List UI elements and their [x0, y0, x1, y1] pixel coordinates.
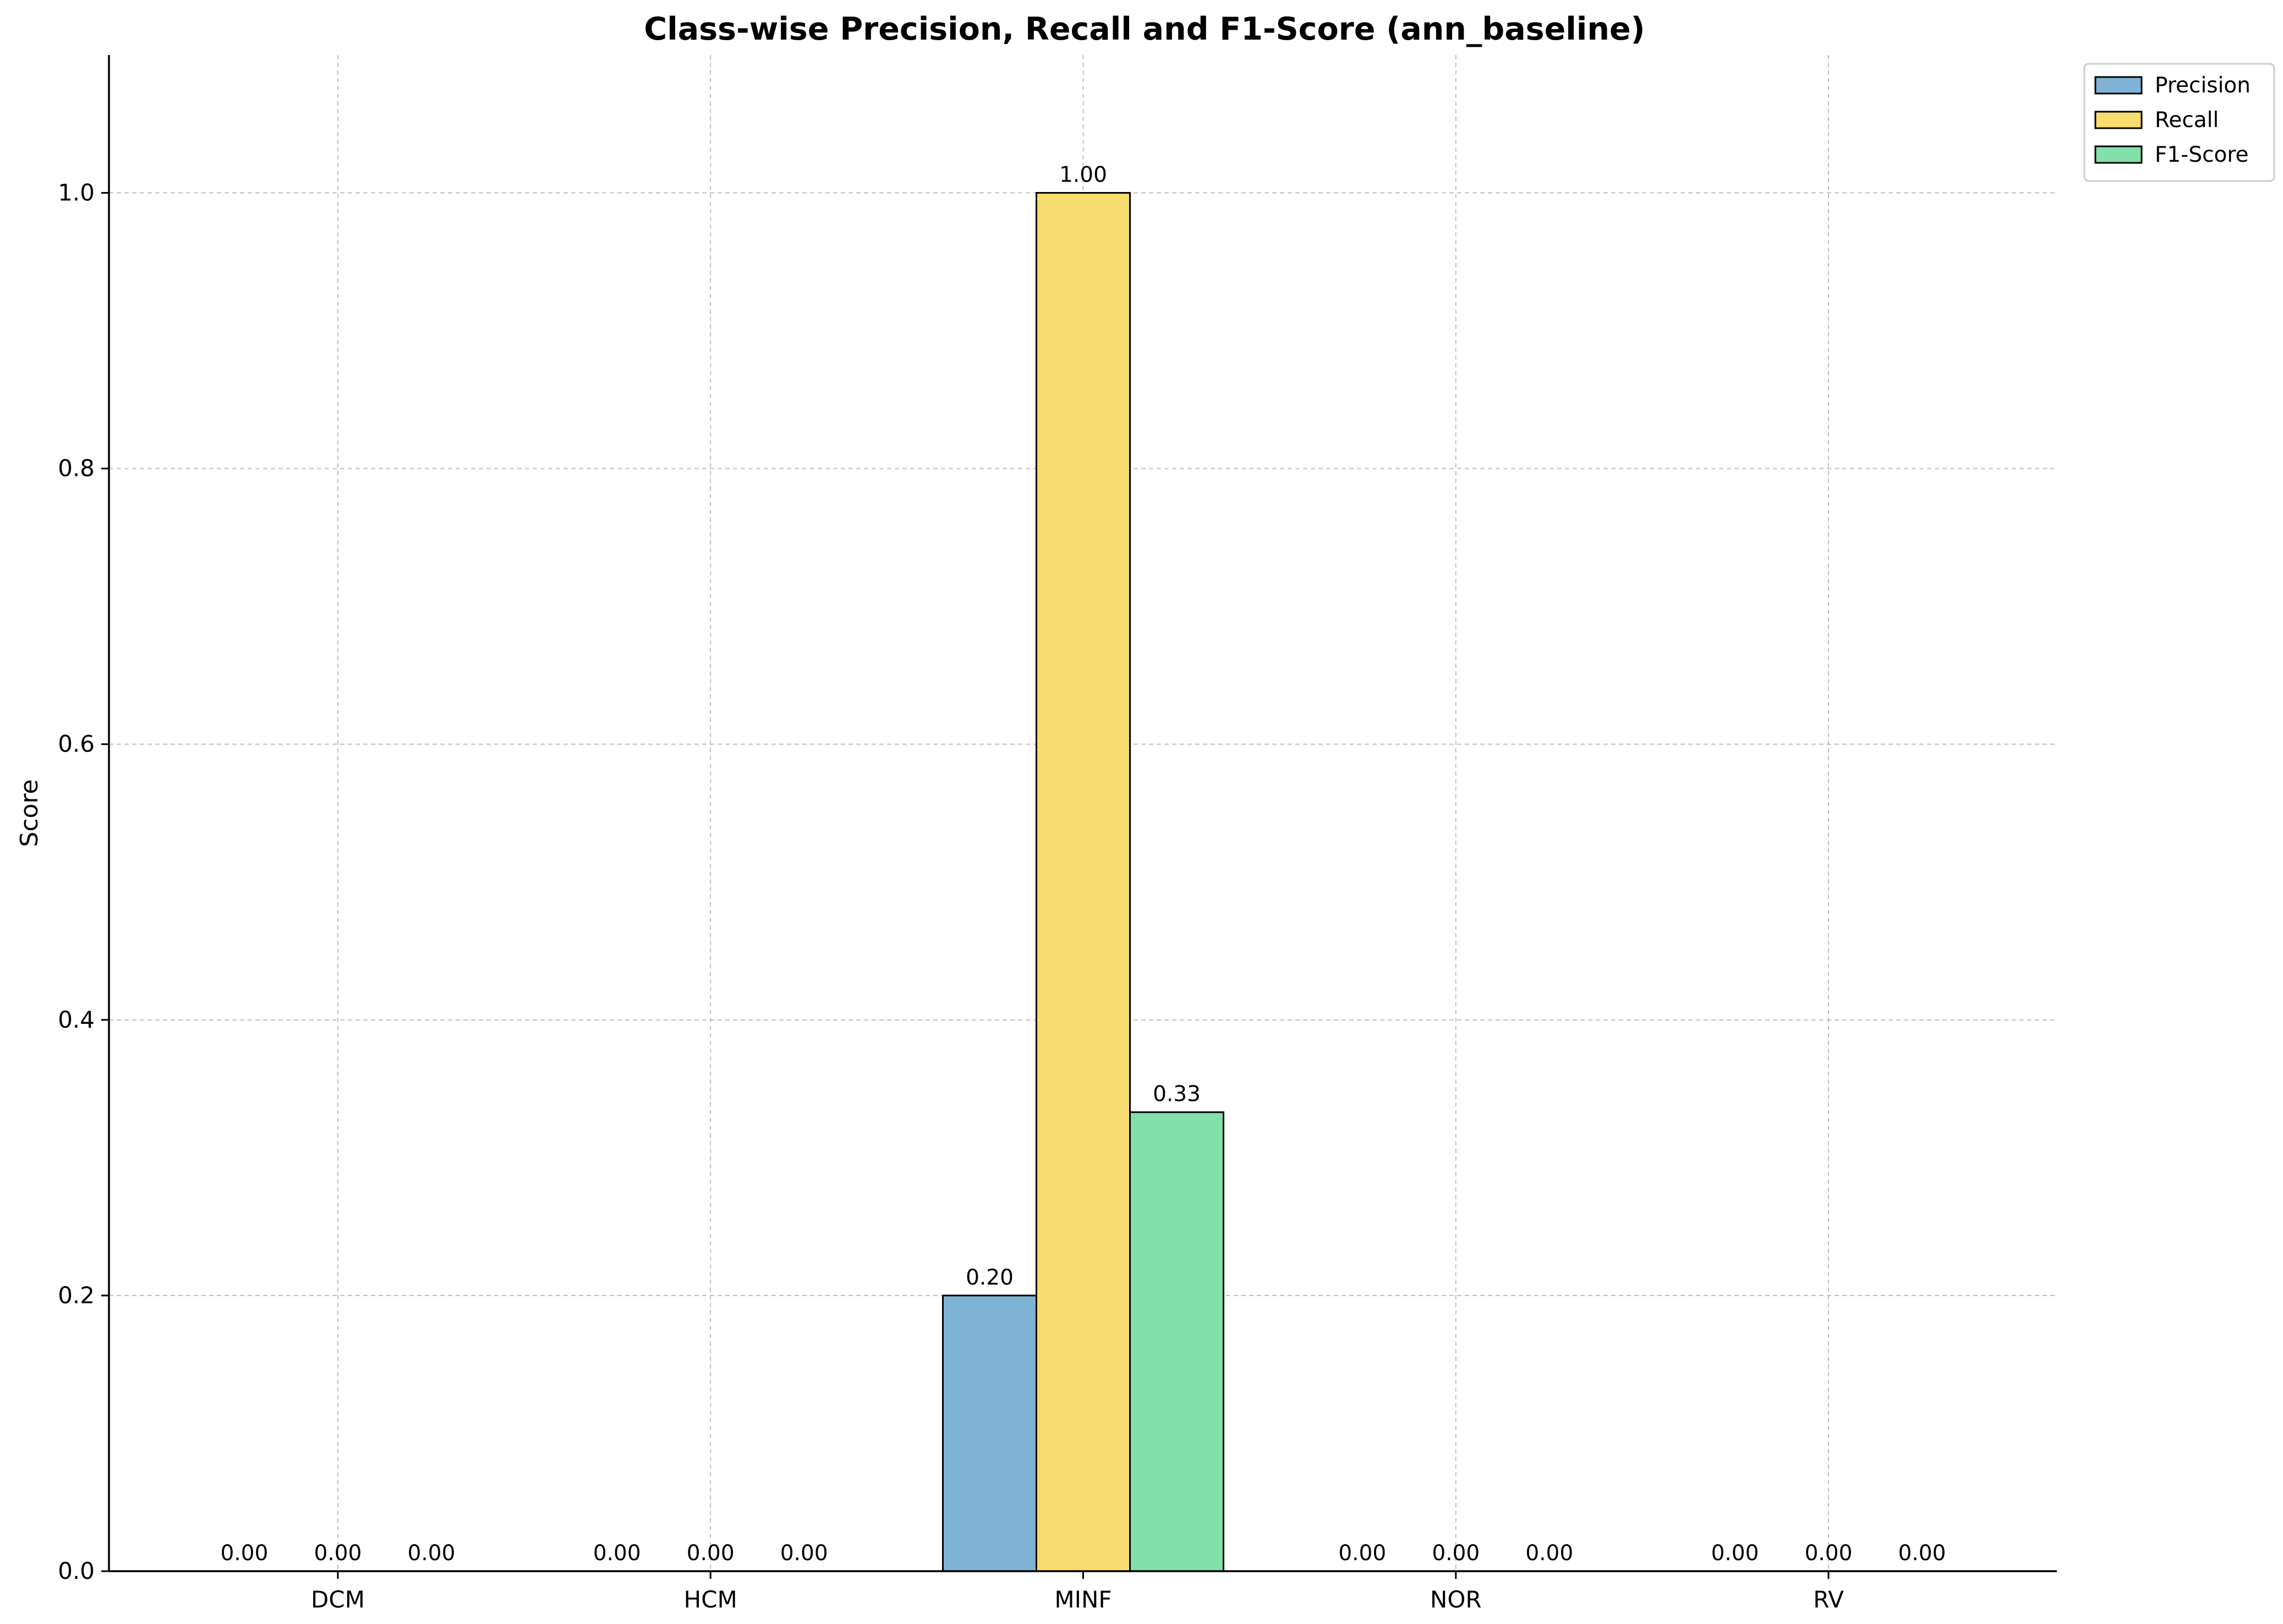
- y-tick-label: 0.0: [58, 1557, 95, 1584]
- value-label: 0.00: [1432, 1541, 1480, 1566]
- legend-swatch: [2094, 145, 2143, 164]
- value-labels: 0.00 0.00 0.20 0.00 0.00 0.00 0.00 1.00 0.00 0.00…: [221, 163, 1946, 1566]
- value-label: 1.00: [1059, 163, 1107, 188]
- value-label: 0.20: [966, 1265, 1014, 1290]
- value-label: 0.00: [687, 1541, 735, 1566]
- value-label: 0.00: [593, 1541, 641, 1566]
- value-label: 0.00: [1898, 1541, 1946, 1566]
- x-tick-label: DCM: [311, 1586, 365, 1613]
- y-tick-label: 0.2: [58, 1282, 95, 1309]
- value-label: 0.00: [1525, 1541, 1573, 1566]
- legend: Precision Recall F1-Score: [2083, 63, 2275, 182]
- bar-f1-score-minf: [1129, 1111, 1224, 1572]
- chart-title: Class-wise Precision, Recall and F1-Scor…: [644, 11, 1645, 47]
- axes: 0.0 0.2 0.4 0.6 0.8 1.0 DCM HCM MINF NOR RV: [58, 55, 2057, 1613]
- bar-recall-minf: [1036, 192, 1131, 1572]
- value-label: 0.00: [1805, 1541, 1853, 1566]
- x-tick-label: MINF: [1054, 1586, 1112, 1613]
- bars: [942, 192, 1224, 1572]
- y-tick-label: 0.4: [58, 1006, 95, 1033]
- legend-label: F1-Score: [2155, 142, 2249, 167]
- value-label: 0.00: [408, 1541, 456, 1566]
- legend-label: Precision: [2155, 73, 2251, 98]
- legend-swatch: [2094, 111, 2143, 129]
- x-tick-label: NOR: [1430, 1586, 1482, 1613]
- legend-label: Recall: [2155, 108, 2219, 133]
- y-tick-label: 1.0: [58, 179, 95, 206]
- y-axis-label: Score: [15, 779, 43, 847]
- y-tick-label: 0.6: [58, 731, 95, 758]
- legend-swatch: [2094, 76, 2143, 95]
- value-label: 0.00: [221, 1541, 269, 1566]
- value-label: 0.00: [1338, 1541, 1386, 1566]
- value-label: 0.00: [780, 1541, 828, 1566]
- value-label: 0.00: [1711, 1541, 1759, 1566]
- value-label: 0.00: [314, 1541, 362, 1566]
- x-tick-label: HCM: [684, 1586, 737, 1613]
- y-tick-label: 0.8: [58, 455, 95, 482]
- bar-precision-minf: [942, 1294, 1037, 1572]
- value-label: 0.33: [1153, 1082, 1201, 1107]
- x-tick-label: RV: [1813, 1586, 1844, 1613]
